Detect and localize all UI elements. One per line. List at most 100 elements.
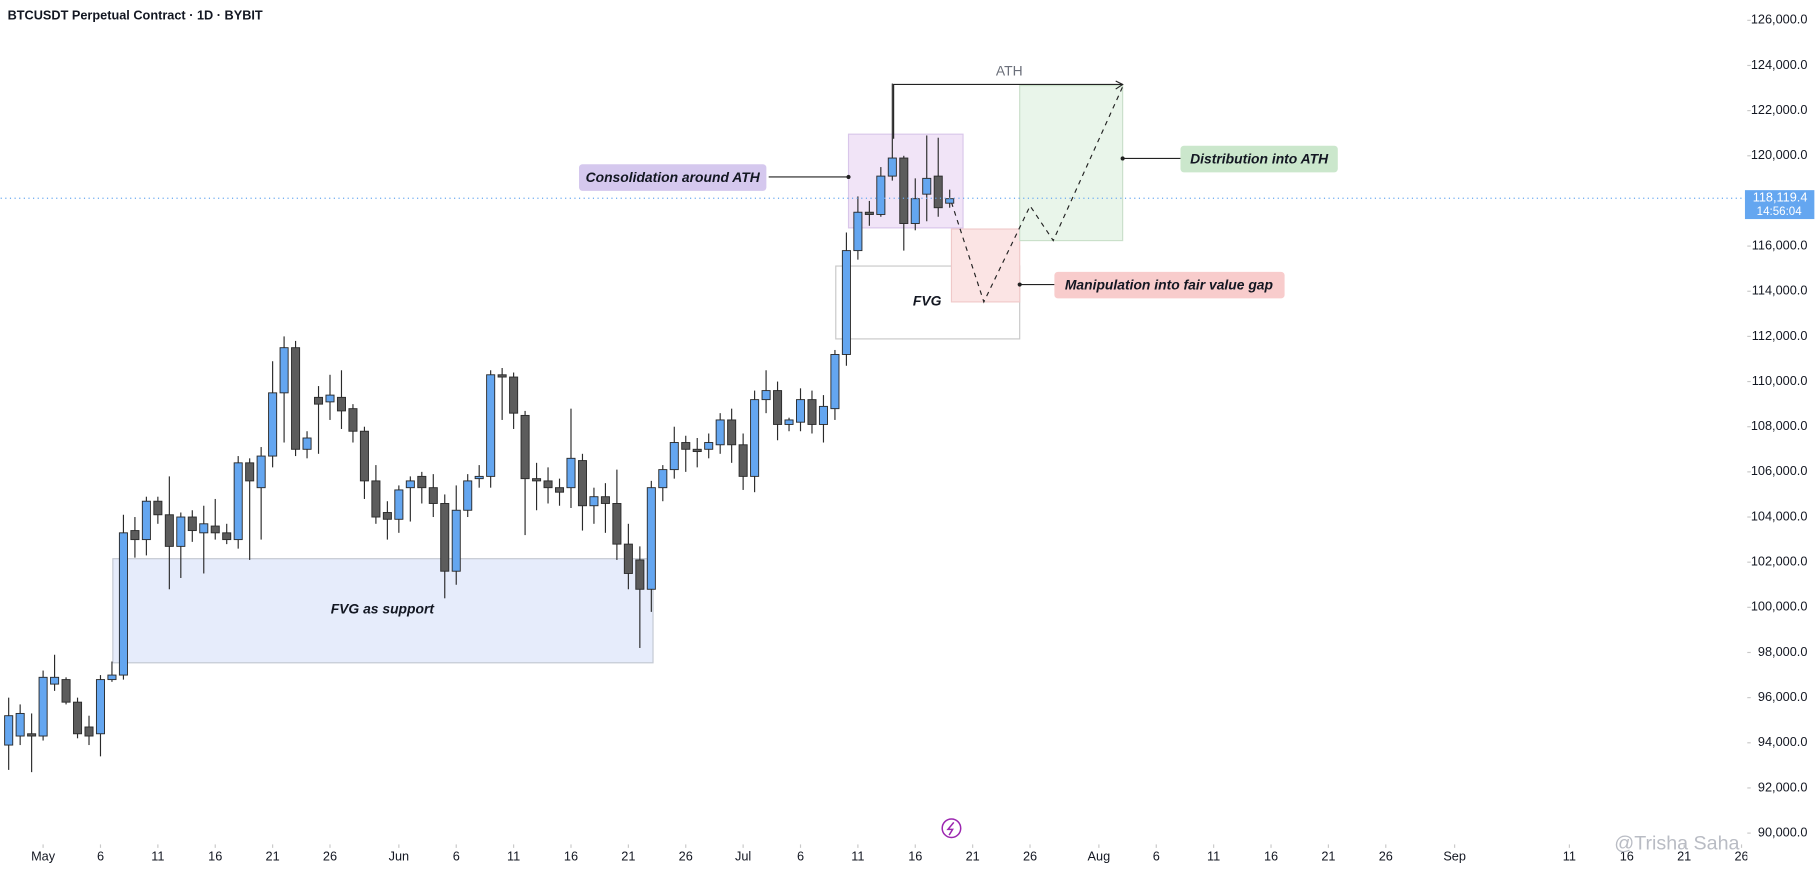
candle-body <box>27 733 37 737</box>
candle-body <box>187 516 197 532</box>
candle-body <box>589 496 599 507</box>
candle-body <box>543 480 553 489</box>
candle-body <box>325 394 335 403</box>
candle-body <box>761 390 771 401</box>
candle-body <box>945 198 955 204</box>
candle-body <box>600 496 610 504</box>
candle-body <box>669 442 679 471</box>
fvg-support-zone <box>112 558 654 664</box>
logo-bolt <box>946 821 955 836</box>
candle-body <box>199 523 209 534</box>
ath-arrow <box>1115 80 1124 90</box>
candle-body <box>141 500 151 541</box>
candle-body <box>451 509 461 572</box>
candle-body <box>417 475 427 489</box>
y-tick-label: 124,000.0 <box>1751 57 1808 72</box>
x-tick-label: 6 <box>1153 848 1160 863</box>
y-tick-label: 90,000.0 <box>1758 824 1808 839</box>
candle-body <box>933 175 943 209</box>
candle-body <box>428 487 438 504</box>
annotation: Distribution into ATH <box>1190 150 1329 166</box>
drawings: ATH Consolidation around ATH Distributio… <box>112 62 1338 664</box>
candle-body <box>612 503 622 545</box>
candle-body <box>84 726 94 737</box>
candle-body <box>692 448 702 453</box>
label-box <box>1180 145 1338 173</box>
y-tick-label: 120,000.0 <box>1751 147 1808 162</box>
candle-body <box>727 419 737 446</box>
candle-body <box>405 480 415 489</box>
connector-dot <box>1017 282 1022 287</box>
x-tick-label: 16 <box>908 848 922 863</box>
candle-body <box>486 374 496 477</box>
candle-body <box>635 559 645 590</box>
x-tick-label: 21 <box>621 848 635 863</box>
candle-body <box>164 514 174 547</box>
x-tick-label: 26 <box>323 848 337 863</box>
candles <box>4 83 955 773</box>
annotation: FVG as support <box>331 600 436 616</box>
last-price-label: 118,119.4 <box>1753 190 1808 205</box>
y-tick-label: 106,000.0 <box>1751 463 1808 478</box>
candle-body <box>314 396 324 405</box>
candle-body <box>922 177 932 195</box>
y-tick-label: 94,000.0 <box>1758 734 1808 749</box>
candle-body <box>784 419 794 425</box>
candle-body <box>176 516 186 547</box>
x-tick-label: 16 <box>1620 848 1634 863</box>
x-tick-label: 16 <box>564 848 578 863</box>
countdown-label: 14:56:04 <box>1757 206 1803 218</box>
candle-body <box>394 489 404 520</box>
candle-body <box>681 442 691 450</box>
candle-body <box>520 414 530 480</box>
candle-body <box>818 405 828 425</box>
candle-body <box>738 444 748 477</box>
y-tick-label: 104,000.0 <box>1751 508 1808 523</box>
x-tick-label: 11 <box>1563 848 1576 863</box>
candle-body <box>830 354 840 410</box>
candle-body <box>233 462 243 541</box>
last-price-box <box>1744 190 1815 220</box>
candle-body <box>245 462 255 482</box>
candle-body <box>566 457 576 489</box>
connector-dot <box>1120 156 1125 161</box>
y-tick-label: 92,000.0 <box>1758 779 1808 794</box>
y-tick-label: 100,000.0 <box>1751 599 1808 614</box>
x-tick-label: Aug <box>1088 848 1111 863</box>
x-tick-label: 6 <box>797 848 804 863</box>
x-tick-label: 21 <box>1677 848 1691 863</box>
label-box <box>578 164 767 191</box>
candle-body <box>118 532 128 676</box>
candle-body <box>291 347 301 450</box>
label-box <box>1054 271 1285 299</box>
candle-body <box>750 399 760 477</box>
x-tick-label: 11 <box>1207 848 1220 863</box>
candle-body <box>95 679 105 735</box>
y-tick-label: 112,000.0 <box>1752 328 1808 343</box>
candle-body <box>509 376 519 414</box>
projection-path <box>950 86 1124 304</box>
candle-body <box>4 715 14 746</box>
price-scale <box>1747 0 1815 871</box>
x-tick-label: 11 <box>851 848 864 863</box>
candle-body <box>876 175 886 215</box>
ath-line <box>893 83 1123 139</box>
candle-body <box>107 674 117 681</box>
y-tick-label: 102,000.0 <box>1751 554 1808 569</box>
x-tick-label: Sep <box>1443 848 1466 863</box>
manipulation-zone <box>950 228 1021 303</box>
candle-body <box>795 399 806 423</box>
x-tick-label: Jun <box>389 848 410 863</box>
candle-body <box>899 157 909 224</box>
y-tick-label: 126,000.0 <box>1751 12 1808 27</box>
y-tick-label: 114,000.0 <box>1752 283 1808 298</box>
x-tick-label: 21 <box>1321 848 1335 863</box>
candle-body <box>61 679 71 703</box>
x-tick-label: 26 <box>1379 848 1393 863</box>
x-tick-label: 11 <box>151 848 164 863</box>
candle-body <box>359 430 369 482</box>
x-tick-label: 26 <box>1734 848 1748 863</box>
x-tick-label: 6 <box>97 848 104 863</box>
candle-body <box>474 475 484 480</box>
x-tick-label: Jul <box>735 848 751 863</box>
